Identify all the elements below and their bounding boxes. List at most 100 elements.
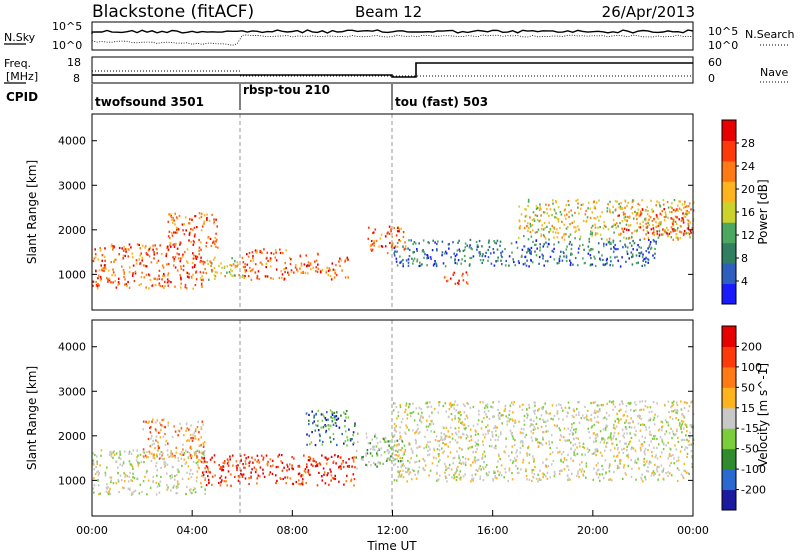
echo-cell	[516, 455, 519, 458]
echo-cell	[596, 216, 599, 219]
echo-cell	[258, 277, 260, 281]
echo-cell	[518, 420, 520, 423]
echo-cell	[387, 449, 389, 452]
noise-left-tick-top: 10^5	[52, 20, 82, 33]
echo-cell	[205, 241, 208, 244]
echo-cell	[636, 213, 638, 216]
echo-cell	[508, 413, 510, 416]
echo-cell	[607, 241, 610, 244]
echo-cell	[531, 423, 533, 426]
echo-cell	[545, 410, 547, 413]
echo-cell	[195, 255, 197, 258]
echo-cell	[325, 462, 328, 465]
echo-cell	[268, 473, 271, 476]
echo-cell	[289, 477, 292, 480]
echo-cell	[441, 240, 444, 243]
echo-cell	[456, 403, 459, 407]
echo-cell	[674, 409, 676, 412]
echo-cell	[171, 218, 173, 221]
echo-cell	[426, 264, 428, 267]
echo-cell	[559, 429, 561, 432]
echo-cell	[200, 474, 203, 477]
echo-cell	[181, 255, 184, 258]
echo-cell	[455, 253, 458, 256]
echo-cell	[652, 210, 655, 213]
echo-cell	[342, 461, 344, 464]
echo-cell	[277, 455, 279, 458]
echo-cell	[396, 245, 399, 248]
echo-cell	[572, 415, 575, 418]
echo-cell	[327, 269, 330, 272]
echo-cell	[393, 422, 396, 426]
echo-cell	[570, 447, 573, 450]
echo-cell	[176, 468, 179, 471]
echo-cell	[338, 426, 341, 429]
echo-cell	[365, 463, 367, 466]
echo-cell	[626, 204, 628, 207]
echo-cell	[110, 479, 112, 482]
echo-cell	[484, 406, 486, 409]
echo-cell	[644, 463, 647, 466]
echo-cell	[608, 208, 611, 211]
echo-cell	[216, 225, 218, 228]
noise-left-label: N.Sky	[4, 31, 36, 44]
echo-cell	[383, 439, 386, 442]
echo-cell	[158, 482, 160, 485]
echo-cell	[147, 253, 149, 256]
noise-left-tick-bottom: 10^0	[52, 39, 82, 52]
echo-cell	[355, 456, 357, 459]
echo-cell	[344, 440, 347, 443]
echo-cell	[678, 424, 681, 427]
echo-cell	[496, 466, 498, 469]
echo-cell	[566, 245, 568, 248]
echo-cell	[179, 260, 182, 263]
echo-cell	[140, 276, 143, 279]
echo-cell	[608, 470, 611, 473]
echo-cell	[262, 456, 265, 459]
echo-cell	[398, 448, 400, 451]
echo-cell	[372, 461, 375, 464]
echo-cell	[585, 414, 588, 417]
echo-cell	[192, 460, 195, 463]
echo-cell	[453, 252, 455, 255]
echo-cell	[421, 411, 423, 414]
echo-cell	[475, 450, 477, 454]
echo-cell	[164, 284, 166, 288]
echo-cell	[415, 407, 418, 410]
echo-cell	[373, 240, 376, 243]
echo-cell	[524, 208, 526, 211]
echo-cell	[115, 460, 118, 463]
echo-cell	[665, 213, 667, 216]
echo-cell	[530, 235, 533, 238]
echo-cell	[170, 216, 173, 219]
echo-cell	[195, 428, 197, 431]
echo-cell	[612, 218, 615, 221]
echo-cell	[153, 253, 156, 256]
echo-cell	[433, 449, 436, 452]
echo-cell	[430, 420, 432, 423]
echo-cell	[625, 427, 627, 430]
echo-cell	[441, 439, 444, 442]
echo-cell	[630, 207, 633, 210]
echo-cell	[154, 283, 157, 287]
echo-cell	[376, 442, 379, 445]
echo-cell	[202, 442, 205, 445]
x-tick-label: 12:00	[377, 524, 409, 537]
echo-cell	[456, 262, 458, 265]
echo-cell	[656, 200, 658, 203]
echo-cell	[365, 454, 367, 457]
echo-cell	[188, 439, 191, 442]
echo-cell	[580, 203, 583, 206]
echo-cell	[128, 271, 131, 274]
echo-cell	[194, 263, 196, 267]
echo-cell	[632, 447, 635, 450]
echo-cell	[596, 469, 599, 472]
echo-cell	[226, 458, 229, 461]
echo-cell	[198, 212, 201, 215]
echo-cell	[389, 241, 391, 245]
echo-cell	[245, 457, 247, 460]
echo-cell	[421, 415, 423, 418]
echo-cell	[322, 467, 325, 470]
echo-cell	[625, 237, 628, 240]
echo-cell	[532, 410, 535, 413]
